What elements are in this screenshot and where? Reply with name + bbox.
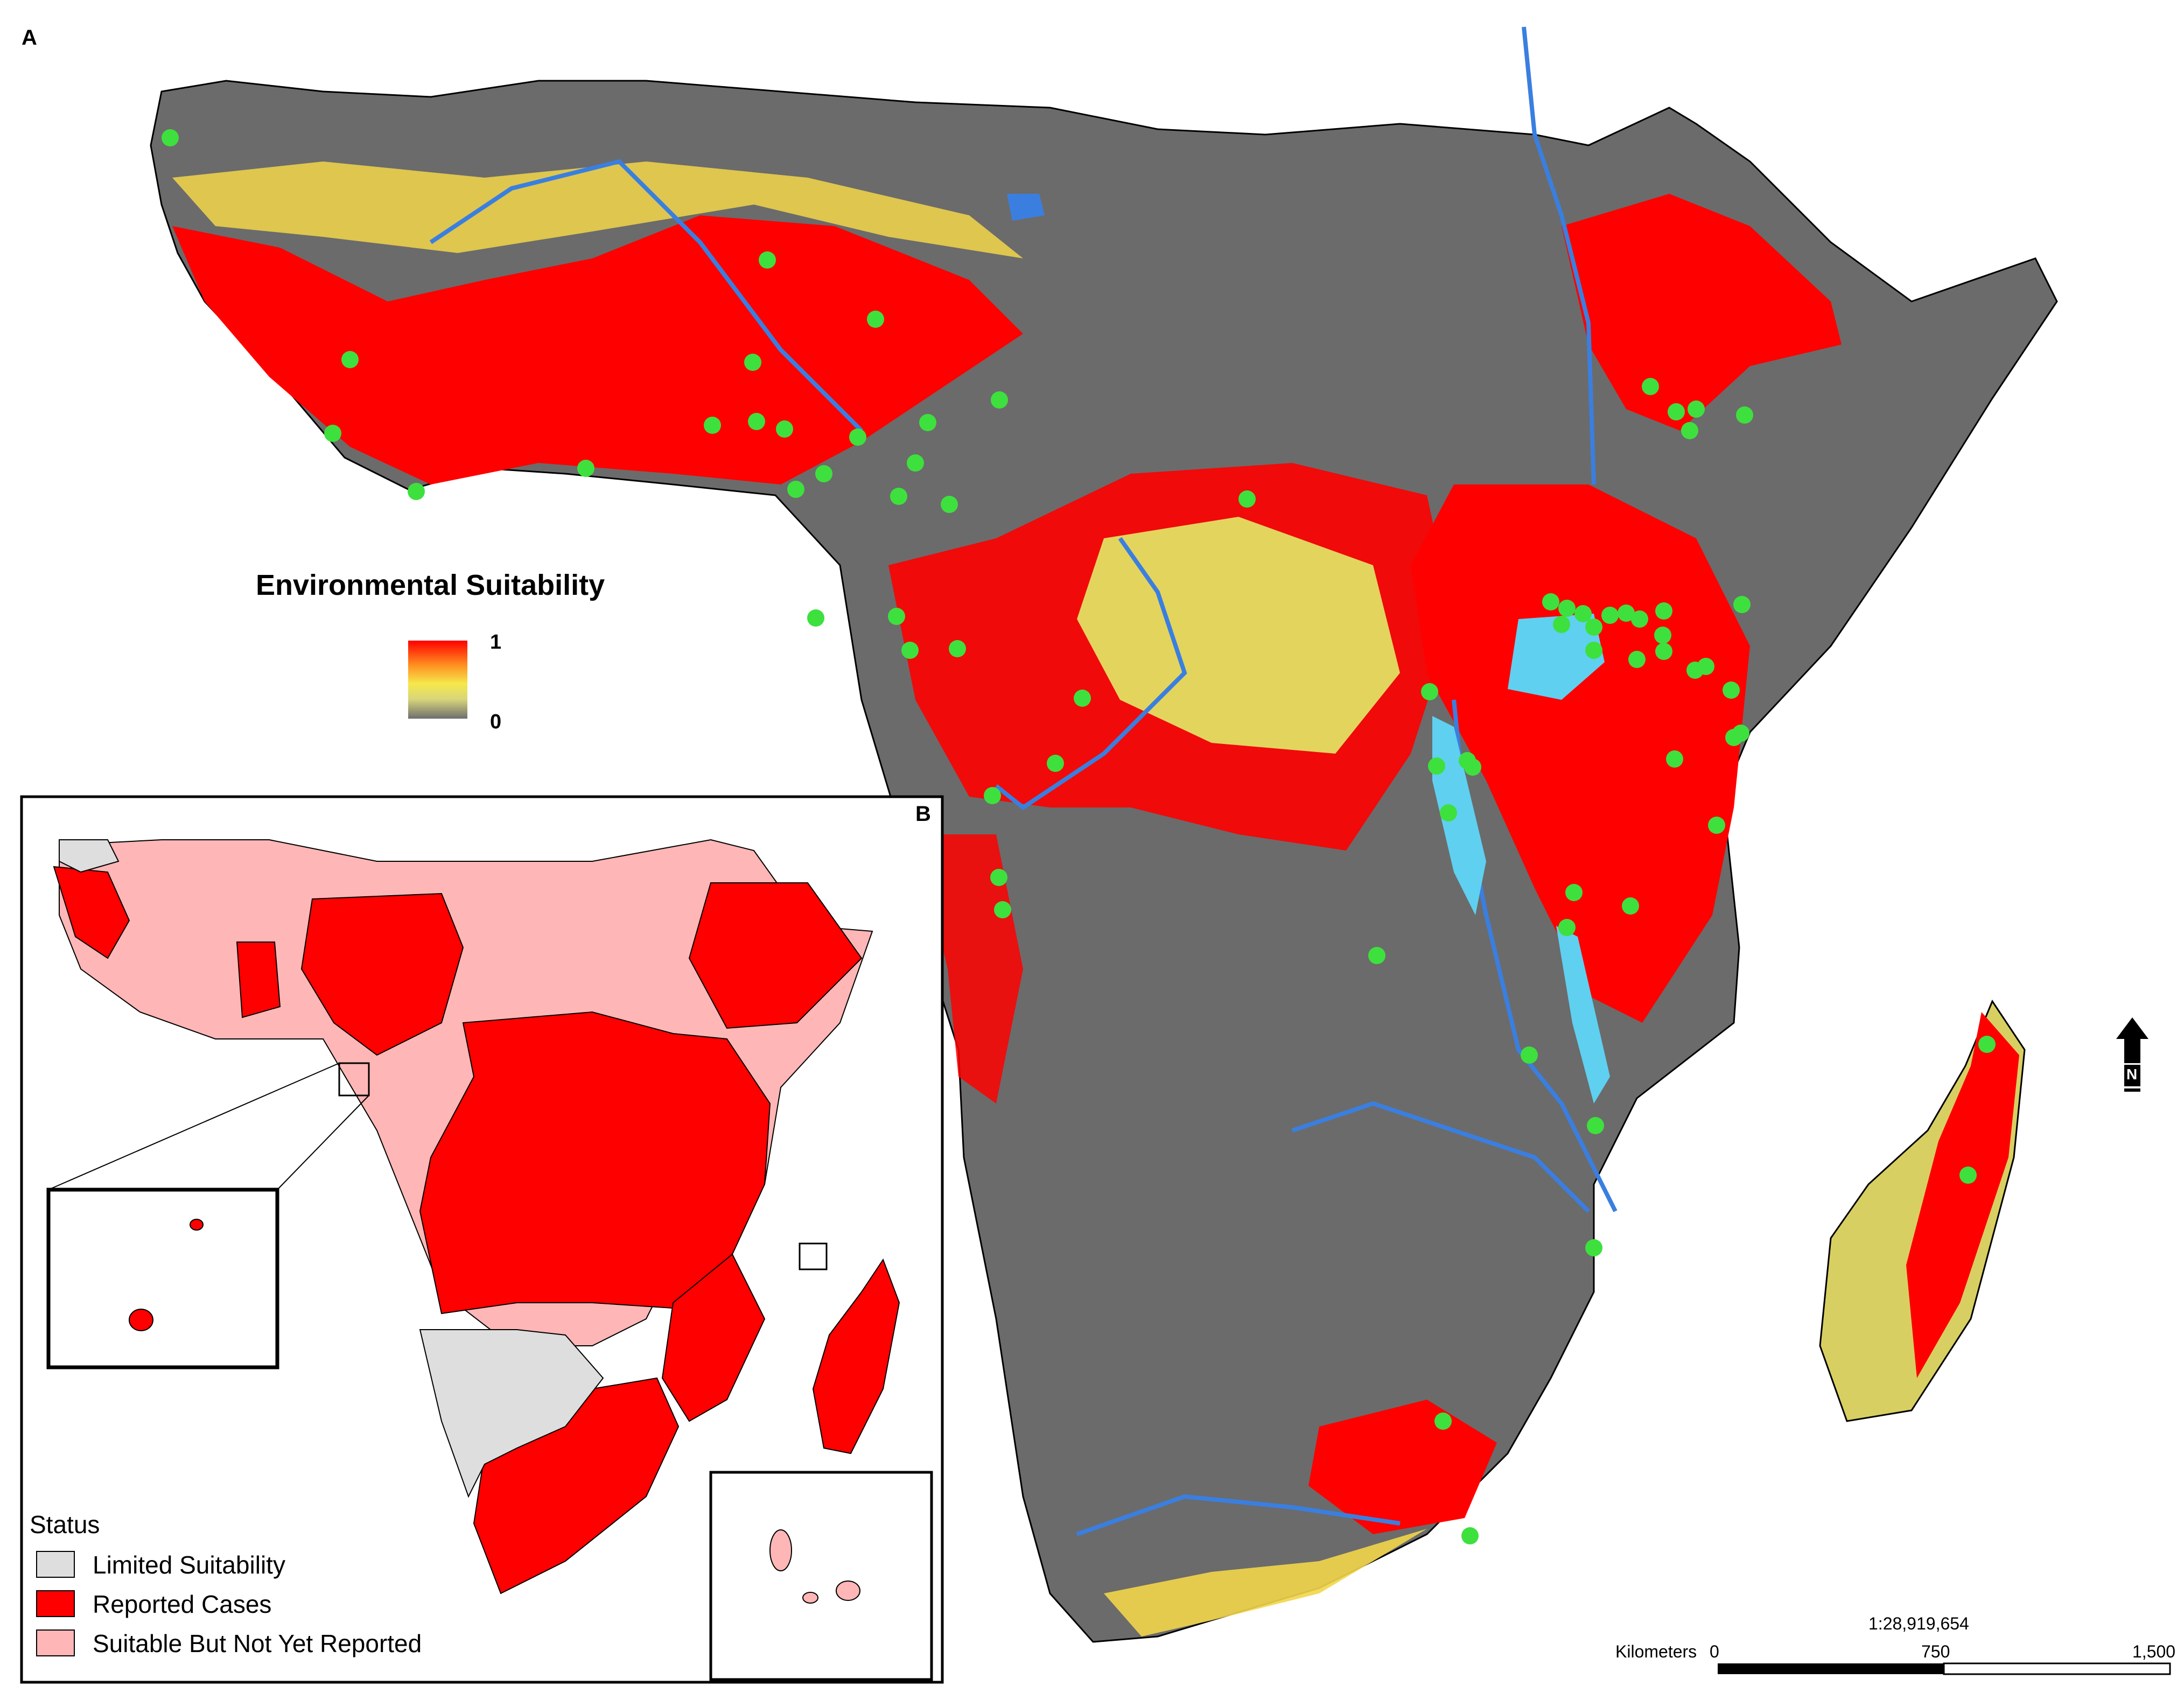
inset-b-limited-namibia	[419, 1329, 604, 1498]
swatch-reported	[36, 1590, 75, 1617]
inset-b-reported-ghana	[236, 942, 281, 1018]
occurrence-points	[162, 129, 1996, 1544]
ethiopia-high-zone	[1562, 194, 1842, 431]
swatch-limited	[36, 1551, 75, 1578]
north-arrow-icon	[2116, 1017, 2148, 1092]
status-reported-label: Reported Cases	[93, 1590, 272, 1618]
scale-tick-1500: 1,500	[2132, 1642, 2176, 1661]
lake-malawi	[1556, 926, 1610, 1104]
scale-ratio: 1:28,919,654	[1868, 1614, 1969, 1633]
west-africa-transition-band	[172, 161, 1023, 258]
west-africa-high-zone	[172, 215, 1023, 484]
panel-b-label: B	[915, 802, 931, 826]
comoros-marker-box	[799, 1242, 828, 1270]
suitability-min-label: 0	[490, 711, 502, 733]
suitability-legend-title: Environmental Suitability	[256, 569, 605, 601]
lake-victoria	[1508, 614, 1605, 700]
comoros-island-3	[802, 1592, 818, 1604]
africa-landmass	[150, 80, 2058, 1643]
inset-b-reported-nigeria	[300, 893, 464, 1056]
inset-b-reported-west	[53, 866, 130, 959]
lake-tanganyika	[1432, 716, 1486, 915]
scale-tick-750: 750	[1921, 1642, 1950, 1661]
south-africa-high-zone	[1308, 1400, 1497, 1534]
inset-islands-box	[46, 1188, 279, 1369]
inset-b-zoom-box	[338, 1062, 370, 1097]
inset-b-map	[46, 839, 933, 1681]
inset-b-madagascar	[812, 1258, 900, 1455]
zoom-line-bottom	[277, 1095, 369, 1190]
comoros-island-2	[836, 1580, 860, 1601]
inset-b-limited-sahara-west	[59, 839, 120, 873]
inset-b-reported-mozambique	[661, 1253, 766, 1422]
congo-basin-yellow	[1077, 517, 1400, 754]
swatch-suitable	[36, 1629, 75, 1656]
comoros-inset-box	[709, 1471, 933, 1681]
scale-bar	[1718, 1662, 2171, 1675]
suitability-ramp	[408, 641, 467, 719]
suitability-max-label: 1	[490, 631, 502, 654]
panel-a-label: A	[22, 26, 37, 50]
comoros-island-1	[769, 1529, 792, 1571]
status-legend-title: Status	[30, 1511, 100, 1539]
inset-b-reported-ethiopia	[688, 882, 863, 1029]
scale-unit-label: Kilometers	[1615, 1642, 1697, 1661]
inset-island-1	[190, 1219, 204, 1231]
north-arrow-letter: N	[2126, 1066, 2138, 1083]
south-coast-yellow-band	[1104, 1529, 1427, 1636]
status-suitable-label: Suitable But Not Yet Reported	[93, 1629, 422, 1657]
zoom-line-top	[48, 1063, 340, 1190]
status-limited-label: Limited Suitability	[93, 1551, 285, 1579]
scale-tick-0: 0	[1710, 1642, 1719, 1661]
lake-chad	[1007, 194, 1045, 221]
inset-island-2	[129, 1309, 153, 1331]
madagascar-east-high-zone	[1906, 1012, 2019, 1378]
